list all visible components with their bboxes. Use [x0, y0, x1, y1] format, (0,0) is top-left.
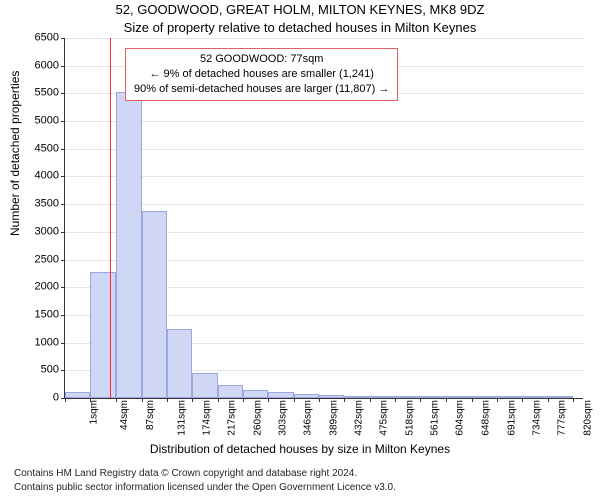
callout-box: 52 GOODWOOD: 77sqm ← 9% of detached hous…: [125, 48, 398, 101]
histogram-bar: [268, 392, 293, 398]
histogram-chart: 52, GOODWOOD, GREAT HOLM, MILTON KEYNES,…: [0, 0, 600, 500]
y-tick-label: 5000: [35, 116, 59, 127]
chart-footer: Contains HM Land Registry data © Crown c…: [14, 467, 396, 494]
x-tick-label: 432sqm: [355, 400, 365, 436]
x-tick-label: 777sqm: [558, 400, 568, 436]
plot-area: 0500100015002000250030003500400045005000…: [64, 38, 583, 399]
histogram-bar: [370, 396, 395, 398]
gridline-h: [65, 38, 583, 39]
x-tick-label: 1sqm: [89, 400, 99, 424]
histogram-bar: [344, 396, 369, 398]
histogram-bar: [142, 211, 167, 398]
y-tick-label: 6500: [35, 33, 59, 44]
x-tick-label: 217sqm: [228, 400, 238, 436]
histogram-bar: [192, 373, 217, 398]
histogram-bar: [497, 396, 522, 398]
histogram-bar: [446, 396, 471, 398]
histogram-bar: [472, 396, 497, 398]
x-tick-label: 691sqm: [507, 400, 517, 436]
footer-line-2: Contains public sector information licen…: [14, 481, 396, 495]
histogram-bar: [395, 396, 420, 398]
x-tick-label: 44sqm: [120, 400, 130, 430]
x-tick-label: 820sqm: [583, 400, 593, 436]
x-tick-label: 260sqm: [253, 400, 263, 436]
y-tick-label: 4500: [35, 143, 59, 154]
y-tick-label: 5500: [35, 88, 59, 99]
y-tick-label: 2000: [35, 282, 59, 293]
x-tick-label: 303sqm: [279, 400, 289, 436]
gridline-h: [65, 121, 583, 122]
histogram-bar: [116, 92, 142, 398]
gridline-h: [65, 149, 583, 150]
histogram-bar: [319, 395, 344, 398]
histogram-bar: [167, 329, 192, 398]
x-tick-label: 561sqm: [431, 400, 441, 436]
chart-subtitle: Size of property relative to detached ho…: [0, 20, 600, 35]
callout-line-2: ← 9% of detached houses are smaller (1,2…: [134, 67, 389, 82]
y-tick-label: 3000: [35, 226, 59, 237]
reference-line: [110, 38, 111, 398]
histogram-bar: [548, 396, 573, 398]
y-tick-label: 3500: [35, 199, 59, 210]
callout-line-3: 90% of semi-detached houses are larger (…: [134, 82, 389, 97]
histogram-bar: [522, 396, 547, 398]
x-tick-label: 518sqm: [405, 400, 415, 436]
histogram-bar: [243, 390, 268, 398]
histogram-bar: [294, 394, 319, 398]
histogram-bar: [65, 392, 90, 398]
x-tick-label: 734sqm: [533, 400, 543, 436]
x-tick-label: 87sqm: [146, 400, 156, 430]
x-axis-caption: Distribution of detached houses by size …: [0, 442, 600, 456]
x-tick-label: 389sqm: [329, 400, 339, 436]
histogram-bar: [420, 396, 446, 398]
x-tick-label: 604sqm: [456, 400, 466, 436]
y-tick-label: 0: [53, 393, 59, 404]
gridline-h: [65, 204, 583, 205]
x-tick-label: 131sqm: [177, 400, 187, 436]
footer-line-1: Contains HM Land Registry data © Crown c…: [14, 467, 396, 481]
x-tick-label: 346sqm: [304, 400, 314, 436]
y-tick-label: 4000: [35, 171, 59, 182]
chart-title: 52, GOODWOOD, GREAT HOLM, MILTON KEYNES,…: [0, 2, 600, 17]
histogram-bar: [90, 272, 115, 398]
y-tick-label: 2500: [35, 254, 59, 265]
histogram-bar: [218, 385, 243, 398]
y-tick-label: 1000: [35, 337, 59, 348]
y-tick-label: 1500: [35, 309, 59, 320]
y-axis-label: Number of detached properties: [8, 71, 22, 236]
x-tick-label: 648sqm: [482, 400, 492, 436]
callout-line-1: 52 GOODWOOD: 77sqm: [134, 52, 389, 67]
x-tick-label: 174sqm: [203, 400, 213, 436]
gridline-h: [65, 176, 583, 177]
y-tick-label: 500: [41, 365, 59, 376]
y-tick-label: 6000: [35, 60, 59, 71]
x-tick-label: 475sqm: [380, 400, 390, 436]
